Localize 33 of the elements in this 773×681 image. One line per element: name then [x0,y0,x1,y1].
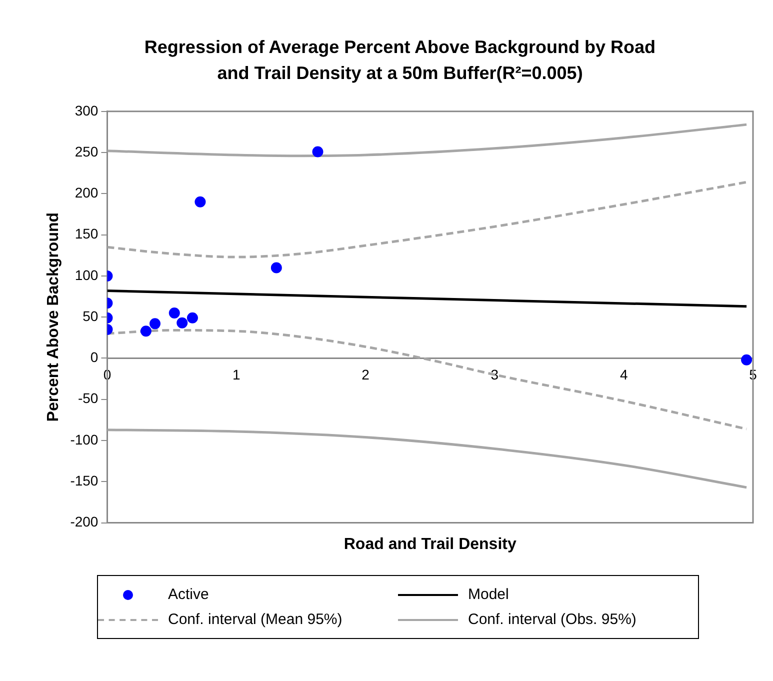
y-tick-label: 200 [74,184,98,201]
x-tick-label: 1 [232,366,240,382]
legend-label: Conf. interval (Mean 95%) [168,611,342,628]
y-tick-label: -150 [70,472,98,489]
x-tick-label: 2 [362,366,370,382]
y-tick-label: -200 [70,514,98,530]
y-axis-title: Percent Above Background [45,212,62,422]
point [150,318,161,330]
point [194,196,206,208]
y-tick-label: 100 [74,266,98,283]
point [168,307,180,318]
point [270,262,282,274]
y-tick-label: 250 [74,143,98,160]
point [140,326,152,337]
y-tick-label: -50 [78,390,98,406]
x-tick-label: 4 [620,366,628,382]
point [186,312,198,324]
y-tick-label: 0 [90,349,98,366]
line-series [107,428,748,489]
line-series [107,180,748,258]
point [176,317,188,328]
legend-label: Model [468,586,509,603]
legend-label: Conf. interval (Obs. 95%) [468,611,636,628]
chart-title: Regression of Average Percent Above Background by Road and Trail Density at a 50m Buffer(R²=0.005) [143,36,657,85]
line-series [107,123,748,158]
y-tick-label: 300 [74,102,98,118]
point [312,146,324,158]
y-tick-label: 150 [74,226,98,242]
point [741,354,752,366]
y-tick-label: 50 [82,308,98,324]
legend-label: Active [168,586,209,603]
y-tick-label: -100 [70,431,98,448]
x-axis-title: Road and Trail Density [344,536,516,553]
